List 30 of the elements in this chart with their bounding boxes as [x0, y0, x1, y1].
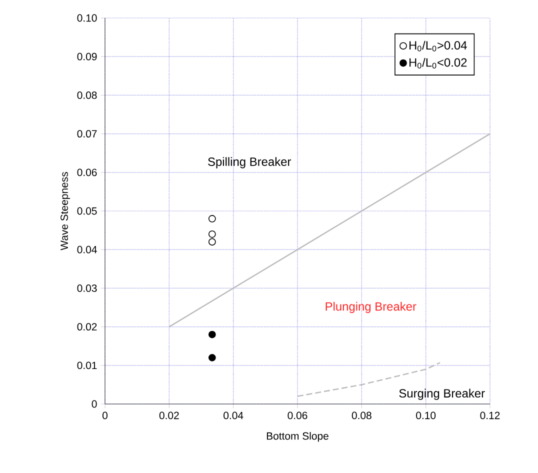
point [208, 230, 216, 238]
y-tick-label: 0.06 [77, 168, 97, 176]
annotation: Surging Breaker [399, 388, 485, 400]
point [208, 238, 216, 246]
y-tick-label: 0.09 [77, 52, 97, 60]
point [208, 354, 216, 362]
x-tick-label: 0.08 [352, 412, 372, 420]
annotation: Plunging Breaker [326, 302, 416, 314]
x-tick-label: 0.02 [159, 412, 179, 420]
x-tick-label: 0.12 [480, 412, 500, 420]
y-tick-label: 0 [92, 400, 97, 408]
y-tick-label: 0.03 [77, 284, 97, 292]
legend-label: H$_{0}$/L$_{0}$<0.02 [410, 58, 467, 68]
y-axis-title: Wave Steepness [60, 172, 70, 250]
y-tick-label: 0.01 [77, 362, 97, 370]
y-tick-label: 0.05 [77, 207, 97, 215]
y-tick-label: 0.10 [77, 14, 97, 22]
y-tick-label: 0.07 [77, 130, 97, 138]
y-tick-label: 0.08 [77, 92, 97, 99]
legend-label: H$_{0}$/L$_{0}$>0.04 [410, 40, 467, 52]
x-tick-label: 0 [102, 412, 108, 420]
point [208, 215, 216, 222]
annotation: Spilling Breaker [208, 157, 292, 168]
y-tick-label: 0.02 [77, 323, 97, 331]
x-tick-label: 0.04 [224, 412, 244, 420]
point [208, 330, 216, 338]
x-axis-title: Bottom Slope [266, 432, 328, 442]
x-tick-label: 0.06 [288, 412, 308, 420]
x-tick-label: 0.10 [416, 412, 436, 420]
y-tick-label: 0.04 [77, 246, 97, 254]
